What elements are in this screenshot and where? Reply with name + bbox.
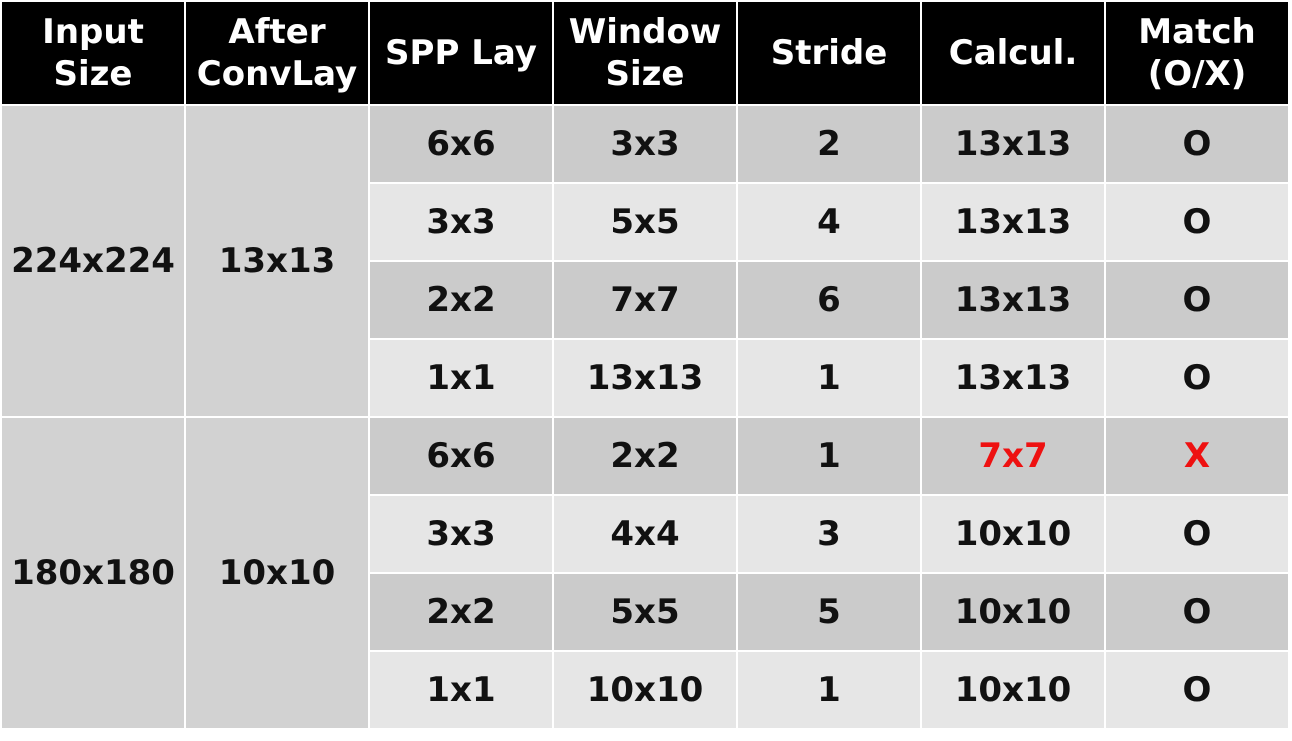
calcul-cell: 13x13 (922, 340, 1104, 416)
stride-cell: 2 (738, 106, 920, 182)
header-text: (O/X) (1147, 54, 1247, 94)
after-convlay-cell: 13x13 (186, 106, 368, 416)
match-cell: O (1106, 106, 1288, 182)
match-cell-mismatch: X (1106, 418, 1288, 494)
header-text: Window (568, 12, 722, 52)
window-size-cell: 5x5 (554, 574, 736, 650)
spp-lay-cell: 1x1 (370, 340, 552, 416)
calcul-cell: 13x13 (922, 106, 1104, 182)
calcul-cell: 10x10 (922, 574, 1104, 650)
header-text: Input (42, 12, 144, 52)
header-row: Input Size After ConvLay SPP Lay Window … (2, 2, 1288, 104)
window-size-cell: 5x5 (554, 184, 736, 260)
header-text: SPP Lay (385, 33, 537, 73)
stride-cell: 1 (738, 340, 920, 416)
after-convlay-cell: 10x10 (186, 418, 368, 728)
match-cell: O (1106, 184, 1288, 260)
stride-cell: 5 (738, 574, 920, 650)
window-size-cell: 3x3 (554, 106, 736, 182)
header-text: After (228, 12, 326, 52)
table-row: 2x2 7x7 6 13x13 O (2, 262, 1288, 338)
table-row: 180x180 10x10 6x6 2x2 1 7x7 X (2, 418, 1288, 728)
header-text: Match (1138, 12, 1256, 52)
table-row: 2x2 5x5 5 10x10 O (2, 574, 1288, 650)
header-calcul: Calcul. (922, 2, 1104, 104)
input-size-cell: 180x180 (2, 418, 184, 728)
stride-cell: 1 (738, 418, 920, 494)
header-text: Size (53, 54, 133, 94)
spp-lay-cell: 2x2 (370, 574, 552, 650)
table-row: 224x224 13x13 6x6 3x3 2 13x13 O (2, 106, 1288, 416)
spp-lay-cell: 6x6 (370, 106, 552, 182)
window-size-cell: 2x2 (554, 418, 736, 494)
match-cell: O (1106, 262, 1288, 338)
header-spp-lay: SPP Lay (370, 2, 552, 104)
match-cell: O (1106, 340, 1288, 416)
input-size-cell: 224x224 (2, 106, 184, 416)
header-input-size: Input Size (2, 2, 184, 104)
table-row: 1x1 10x10 1 10x10 O (2, 652, 1288, 728)
match-cell: O (1106, 496, 1288, 572)
spp-lay-cell: 2x2 (370, 262, 552, 338)
spp-lay-cell: 6x6 (370, 418, 552, 494)
header-window-size: Window Size (554, 2, 736, 104)
stride-cell: 3 (738, 496, 920, 572)
table-row: 1x1 13x13 1 13x13 O (2, 340, 1288, 416)
window-size-cell: 13x13 (554, 340, 736, 416)
match-cell: O (1106, 574, 1288, 650)
spp-lay-cell: 3x3 (370, 496, 552, 572)
window-size-cell: 4x4 (554, 496, 736, 572)
stride-cell: 6 (738, 262, 920, 338)
calcul-cell: 13x13 (922, 262, 1104, 338)
header-stride: Stride (738, 2, 920, 104)
spp-lay-cell: 1x1 (370, 652, 552, 728)
stride-cell: 1 (738, 652, 920, 728)
window-size-cell: 10x10 (554, 652, 736, 728)
header-text: Calcul. (948, 33, 1078, 73)
header-text: ConvLay (196, 54, 358, 94)
header-text: Stride (770, 33, 888, 73)
calcul-cell-mismatch: 7x7 (922, 418, 1104, 494)
calcul-cell: 10x10 (922, 652, 1104, 728)
calcul-cell: 10x10 (922, 496, 1104, 572)
header-match: Match (O/X) (1106, 2, 1288, 104)
header-after-convlay: After ConvLay (186, 2, 368, 104)
header-text: Size (605, 54, 685, 94)
match-cell: O (1106, 652, 1288, 728)
table-row: 3x3 4x4 3 10x10 O (2, 496, 1288, 572)
calcul-cell: 13x13 (922, 184, 1104, 260)
stride-cell: 4 (738, 184, 920, 260)
window-size-cell: 7x7 (554, 262, 736, 338)
spp-lay-cell: 3x3 (370, 184, 552, 260)
table-row: 3x3 5x5 4 13x13 O (2, 184, 1288, 260)
